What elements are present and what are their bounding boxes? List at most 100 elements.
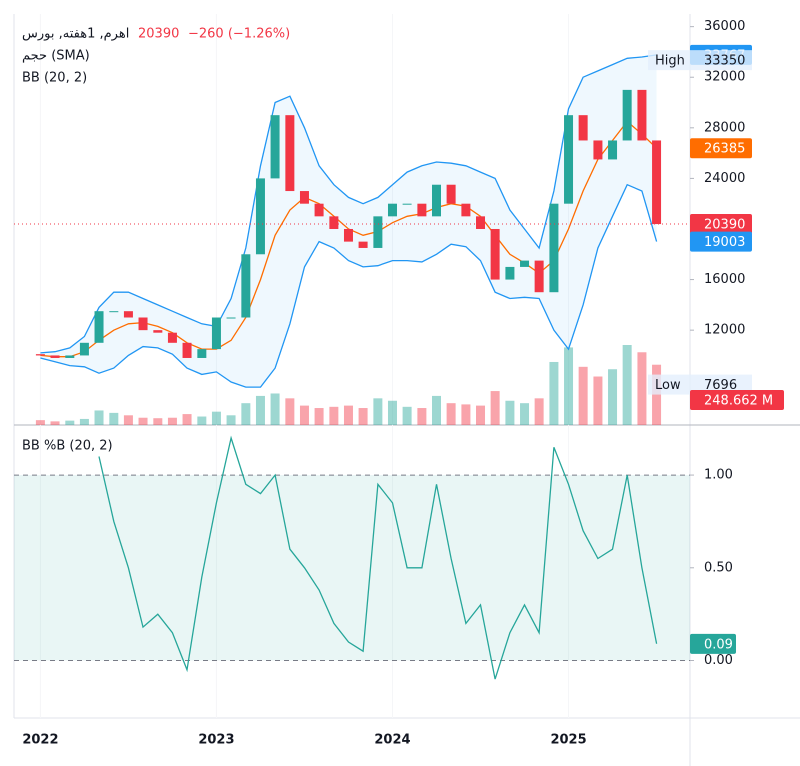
volume-bar [285,398,295,425]
candle-body [182,342,192,358]
candle-body [153,330,163,333]
candle-body [255,178,265,255]
candle-body [358,241,368,248]
candle-body [534,260,544,293]
candle-body [505,266,515,280]
candle-body [226,317,236,319]
volume-bar [373,398,383,425]
volume-bar [94,410,104,425]
volume-bar [343,405,353,425]
volume-bar [564,347,574,425]
pb-label: 0.09 [704,637,733,652]
volume-bar [211,411,221,425]
volume-title: حجم (SMA) [22,49,90,64]
high-label-box [648,50,752,71]
candle-body [578,115,588,141]
high-value: 33350 [704,54,745,69]
plot: 2022 2023 2024 2025 12000 16000 24000 28000 3200… [14,14,784,748]
candle-body [520,260,530,267]
candle-body [270,115,280,179]
volume-bar [153,418,163,425]
volume-bar [329,406,339,425]
candle-body [94,311,104,343]
volume-bar [109,412,119,425]
candle-body [417,203,427,217]
volume-bar [520,403,530,425]
volume-bar [402,406,412,425]
y-tick-label: 12000 [704,323,745,338]
pb-title: BB %B (20, 2) [22,439,113,454]
candle-body [35,354,45,356]
candle-body [373,216,383,248]
candle-body [197,349,207,358]
x-tick-label: 2023 [198,733,234,748]
volume-bar [608,369,618,425]
volume-bar [123,415,133,425]
pb-line [98,435,658,680]
candle-body [593,140,603,160]
candle-body [476,216,486,229]
candle-body [432,184,441,217]
low-label: Low [655,378,681,393]
candle-body [446,184,456,204]
y-tick-label: 32000 [704,70,745,85]
candle-body [461,203,471,217]
change: −260 (−1.26%) [188,27,290,42]
candle-body [109,311,119,313]
last-price: 20390 [138,27,179,42]
price-label-box [690,231,752,252]
low-value: 7696 [704,378,737,393]
candle-body [50,355,60,358]
y-tick-label: 0.00 [704,653,733,668]
volume-bar [299,405,309,425]
volume-bar [637,352,647,425]
candle-body [387,203,397,217]
candle-body [402,203,412,205]
candle-body [211,317,221,350]
bb-title: BB (20, 2) [22,71,87,86]
volume-bar [622,345,632,425]
candle-body [285,115,295,192]
volume-bar [446,403,456,425]
volume-bar [432,395,441,425]
y-tick-label: 24000 [704,171,745,186]
volume-bar [270,393,280,425]
candle-body [299,191,309,204]
x-tick-label: 2024 [374,733,410,748]
volume-bar [490,391,500,425]
symbol: اهرم, 1هفته, بورس [22,27,129,42]
volume-bar [387,400,397,425]
volume-bar [65,420,75,425]
volume-bar [197,416,207,425]
volume-bar [138,417,148,425]
low-label-box [648,374,752,395]
volume-bar [534,398,544,425]
volume-bar [358,408,368,425]
candle-body [314,203,324,217]
volume-bar [241,403,251,425]
bb-fill [40,54,657,388]
volume-label-box [690,390,784,410]
candle-body [123,311,133,318]
volume-bar [593,376,603,425]
candle-body [79,342,89,356]
y-tick-label: 28000 [704,120,745,135]
candle-body [490,228,500,280]
candle-body [564,115,574,204]
price-label: 20390 [704,218,745,233]
candle-body [652,140,662,225]
volume-bar [476,405,486,425]
y-tick-label: 1.00 [704,468,733,483]
volume-bar [505,400,515,425]
candle-body [241,254,251,318]
volume-bar [417,408,427,425]
volume-bar [461,404,471,425]
y-tick-label: 36000 [704,19,745,34]
candle-body [167,332,177,343]
candle-body [65,355,75,358]
band-fill [14,475,690,661]
y-tick-label: 16000 [704,272,745,287]
candle-body [549,203,559,293]
price-label-box [690,138,752,159]
